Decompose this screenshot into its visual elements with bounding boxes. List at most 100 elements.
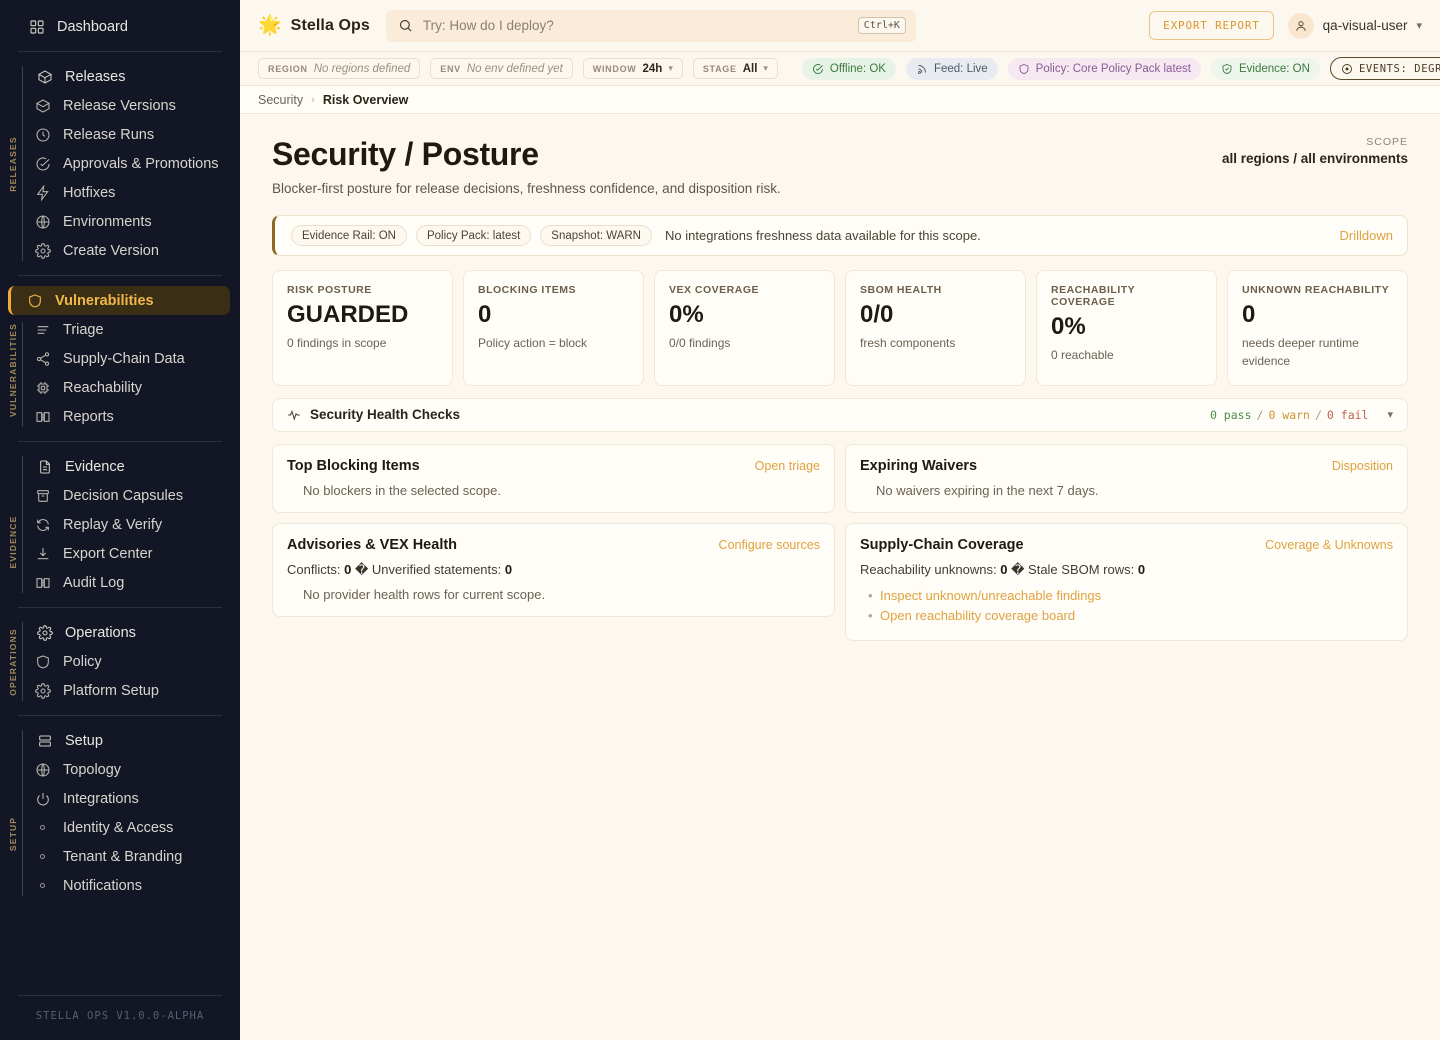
disposition-link[interactable]: Disposition [1331, 458, 1393, 473]
sidebar-item-release-versions[interactable]: Release Versions [18, 91, 230, 120]
panel-empty-text: No blockers in the selected scope. [303, 482, 501, 498]
sidebar-item-topology[interactable]: Topology [18, 755, 230, 784]
context-bar: REGION No regions defined ENV No env def… [240, 52, 1440, 86]
sidebar-footer: STELLA OPS V1.0.0-ALPHA [0, 995, 240, 1040]
package-icon [34, 97, 51, 114]
reachability-unknowns-label: Reachability unknowns: [860, 561, 997, 577]
group-rail-label-operations: OPERATIONS [8, 627, 18, 696]
page-title-block: Security / Posture Blocker-first posture… [272, 136, 781, 196]
sidebar-item-setup[interactable]: Setup [30, 726, 230, 755]
kpi-label: RISK POSTURE [287, 284, 372, 296]
sidebar-item-replay-verify[interactable]: Replay & Verify [18, 510, 230, 539]
breadcrumb-parent[interactable]: Security [258, 92, 304, 107]
status-badge-offline[interactable]: Offline: OK [801, 57, 896, 80]
sidebar-item-policy[interactable]: Policy [18, 647, 230, 676]
shield-icon [34, 653, 51, 670]
sidebar-item-export-center[interactable]: Export Center [18, 539, 230, 568]
chevron-down-icon[interactable]: ▾ [1387, 409, 1393, 422]
search-input[interactable] [422, 18, 848, 33]
page-subtitle: Blocker-first posture for release decisi… [272, 181, 781, 196]
refresh-icon [34, 516, 51, 533]
window-selector[interactable]: WINDOW 24h ▾ [582, 58, 683, 79]
kpi-value: 0% [1051, 313, 1086, 340]
group-rail-line [22, 322, 23, 427]
drilldown-link[interactable]: Drilldown [1339, 228, 1393, 243]
sidebar-item-dashboard[interactable]: Dashboard [10, 12, 230, 41]
open-triage-link[interactable]: Open triage [754, 458, 820, 473]
chevron-down-icon: ▾ [668, 63, 673, 73]
configure-sources-link[interactable]: Configure sources [718, 537, 820, 552]
security-health-checks-bar[interactable]: Security Health Checks 0 pass / 0 warn /… [272, 397, 1408, 432]
status-badge-events[interactable]: EVENTS: DEGRADED [1329, 57, 1440, 80]
stage-label: STAGE [702, 63, 737, 74]
coverage-unknowns-link[interactable]: Coverage & Unknowns [1265, 537, 1393, 552]
sidebar-item-create-version[interactable]: Create Version [18, 236, 230, 265]
sidebar-item-approvals-promotions[interactable]: Approvals & Promotions [18, 149, 230, 178]
status-badge-feed[interactable]: Feed: Live [905, 57, 998, 80]
list-item[interactable]: Open reachability coverage board [860, 606, 1393, 626]
sidebar-item-supply-chain-data[interactable]: Supply-Chain Data [18, 344, 230, 373]
sidebar-item-evidence[interactable]: Evidence [30, 452, 230, 481]
stage-selector[interactable]: STAGE All ▾ [692, 58, 778, 79]
group-rail-label-evidence: EVIDENCE [8, 515, 18, 569]
check-circle-icon [34, 155, 51, 172]
sidebar-item-label: Release Runs [63, 126, 155, 143]
status-badge-label: EVENTS: DEGRADED [1358, 62, 1440, 75]
sidebar-item-tenant-branding[interactable]: Tenant & Branding [18, 842, 230, 871]
panel-header: Advisories & VEX Health Configure source… [287, 537, 820, 553]
sidebar-item-decision-capsules[interactable]: Decision Capsules [18, 481, 230, 510]
env-selector[interactable]: ENV No env defined yet [430, 58, 573, 79]
sidebar-item-release-runs[interactable]: Release Runs [18, 120, 230, 149]
globe-icon [34, 761, 51, 778]
sidebar-item-hotfixes[interactable]: Hotfixes [18, 178, 230, 207]
sidebar-group-releases: RELEASES Releases Release Versions Relea… [0, 62, 240, 265]
bolt-icon [34, 184, 51, 201]
list-icon [34, 321, 51, 338]
avatar [1287, 12, 1314, 39]
shield-icon [26, 292, 43, 309]
panel-top-blocking-items: Top Blocking Items Open triage No blocke… [272, 443, 835, 513]
sidebar-item-audit-log[interactable]: Audit Log [18, 568, 230, 597]
search-icon [398, 18, 413, 33]
sidebar-item-identity-access[interactable]: Identity & Access [18, 813, 230, 842]
sidebar-item-integrations[interactable]: Integrations [18, 784, 230, 813]
kpi-sub: needs deeper runtime evidence [1242, 336, 1359, 368]
sidebar-item-operations[interactable]: Operations [30, 618, 230, 647]
export-report-button[interactable]: EXPORT REPORT [1149, 11, 1274, 40]
sidebar-item-reachability[interactable]: Reachability [18, 373, 230, 402]
health-check-counts: 0 pass / 0 warn / 0 fail [1210, 408, 1369, 422]
sidebar-item-reports[interactable]: Reports [18, 402, 230, 431]
sidebar-item-platform-setup[interactable]: Platform Setup [18, 676, 230, 705]
status-badge-policy[interactable]: Policy: Core Policy Pack latest [1007, 57, 1201, 80]
sidebar-item-environments[interactable]: Environments [18, 207, 230, 236]
sidebar-item-label: Platform Setup [63, 682, 159, 699]
main-area: 🌟 Stella Ops Ctrl+K EXPORT REPORT qa-vis… [240, 0, 1440, 1040]
status-badge-evidence[interactable]: Evidence: ON [1210, 57, 1320, 80]
search-bar[interactable]: Ctrl+K [385, 9, 916, 42]
panel-stats: Conflicts: 0 � Unverified statements: 0 [287, 562, 820, 578]
kpi-label: BLOCKING ITEMS [478, 284, 576, 296]
panel-advisories-vex-health: Advisories & VEX Health Configure source… [272, 522, 835, 617]
list-item[interactable]: Inspect unknown/unreachable findings [860, 586, 1393, 606]
kpi-sub: 0 findings in scope [287, 336, 387, 351]
sidebar-item-triage[interactable]: Triage [18, 315, 230, 344]
chevron-down-icon: ▾ [763, 63, 768, 73]
scope-display: SCOPE all regions / all environments [1222, 136, 1408, 166]
sidebar-divider [18, 51, 222, 52]
health-checks-title: Security Health Checks [310, 407, 461, 423]
sidebar-item-notifications[interactable]: Notifications [18, 871, 230, 900]
brand[interactable]: 🌟 Stella Ops [258, 16, 386, 35]
panels-right-column: Expiring Waivers Disposition No waivers … [845, 443, 1408, 642]
sidebar-item-vulnerabilities[interactable]: Vulnerabilities [8, 286, 230, 315]
sidebar-item-label: Audit Log [63, 574, 125, 591]
stale-sbom-value: 0 [1137, 561, 1146, 577]
window-label: WINDOW [592, 63, 637, 74]
sidebar-item-label: Replay & Verify [63, 516, 163, 533]
panel-empty-text: No provider health rows for current scop… [303, 586, 546, 602]
sidebar-item-label: Supply-Chain Data [63, 350, 185, 367]
gear-icon [34, 242, 51, 259]
user-menu[interactable]: qa-visual-user ▾ [1287, 12, 1422, 39]
sidebar-item-releases[interactable]: Releases [30, 62, 230, 91]
sidebar-item-label: Release Versions [63, 97, 176, 114]
region-selector[interactable]: REGION No regions defined [258, 58, 421, 79]
